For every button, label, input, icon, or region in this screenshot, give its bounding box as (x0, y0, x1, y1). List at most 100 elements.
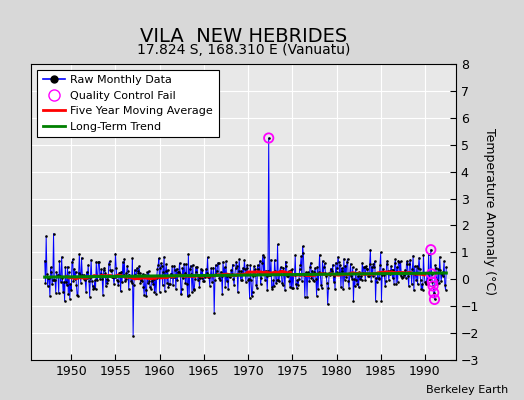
Point (352, 266, 360, 272)
Point (274, 241, 282, 248)
Point (239, 265, 247, 271)
Point (165, 281, 173, 287)
Point (99, 292, 107, 298)
Point (274, 277, 282, 283)
Point (214, 260, 223, 266)
Point (132, 274, 140, 280)
Point (332, 269, 341, 276)
Point (171, 267, 179, 273)
Point (57, 278, 65, 285)
Point (362, 263, 370, 270)
Point (241, 266, 249, 272)
Point (291, 252, 299, 258)
Point (326, 266, 335, 272)
Point (151, 272, 159, 279)
Point (54, 272, 62, 278)
Point (251, 266, 259, 272)
Point (333, 264, 342, 271)
Point (359, 264, 368, 270)
Point (65, 269, 73, 275)
Point (328, 268, 336, 274)
Point (261, 277, 269, 283)
Point (323, 301, 332, 308)
Point (279, 282, 287, 289)
Point (357, 273, 365, 279)
Point (337, 265, 346, 271)
Point (124, 268, 132, 274)
Point (280, 271, 288, 277)
Point (118, 279, 126, 286)
Point (86, 275, 94, 281)
Point (342, 274, 350, 280)
Point (163, 266, 172, 273)
Point (205, 274, 213, 280)
Point (40, 258, 49, 264)
Point (142, 293, 150, 299)
Point (48, 281, 56, 287)
Point (310, 278, 318, 284)
Point (290, 272, 299, 278)
Point (162, 261, 170, 268)
Point (372, 297, 380, 304)
Point (439, 273, 447, 279)
Point (235, 256, 244, 263)
Point (374, 276, 383, 282)
Point (377, 249, 385, 256)
Point (63, 263, 72, 270)
Point (246, 262, 255, 268)
Point (138, 271, 147, 277)
Point (75, 251, 83, 258)
Point (405, 261, 413, 267)
Point (205, 282, 214, 289)
Point (350, 276, 358, 282)
Point (207, 265, 215, 271)
Point (330, 272, 339, 279)
Point (256, 280, 265, 287)
Point (265, 135, 273, 141)
Point (50, 277, 59, 284)
Point (429, 283, 437, 289)
Point (430, 290, 438, 296)
Point (90, 284, 99, 291)
Point (335, 270, 344, 276)
Point (58, 275, 67, 281)
Point (247, 293, 256, 299)
Point (294, 282, 302, 288)
Point (294, 276, 303, 282)
Point (91, 286, 100, 292)
Point (343, 256, 352, 262)
Point (268, 286, 277, 292)
Point (317, 282, 325, 288)
Point (216, 277, 224, 283)
Point (185, 266, 194, 272)
Point (61, 264, 70, 270)
Point (184, 251, 193, 258)
Point (326, 271, 334, 278)
Point (414, 265, 422, 271)
Point (430, 290, 438, 296)
Point (265, 272, 274, 278)
Point (322, 273, 330, 279)
Point (375, 275, 384, 282)
Point (354, 284, 363, 290)
Point (288, 266, 297, 273)
Point (203, 270, 211, 276)
Point (147, 278, 156, 284)
Point (176, 271, 184, 278)
Point (148, 276, 157, 282)
Point (102, 283, 110, 290)
Point (215, 275, 224, 282)
Point (190, 286, 199, 292)
Point (409, 252, 417, 259)
Point (178, 265, 187, 271)
Point (145, 278, 154, 285)
Point (62, 278, 70, 285)
Point (143, 269, 151, 276)
Point (429, 283, 437, 289)
Point (422, 279, 431, 285)
Point (286, 284, 294, 290)
Point (270, 283, 278, 289)
Point (114, 278, 122, 285)
Point (370, 264, 378, 271)
Point (81, 277, 90, 284)
